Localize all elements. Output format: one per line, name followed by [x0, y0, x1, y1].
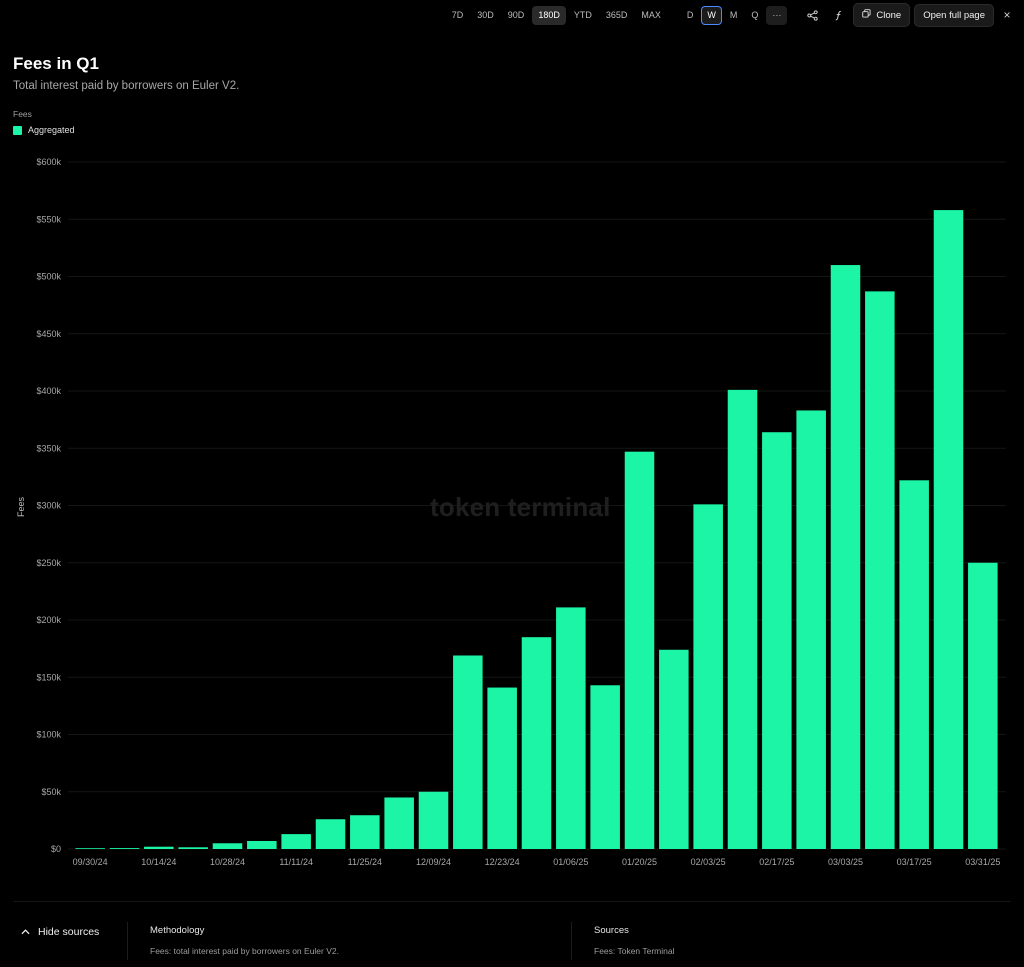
- x-tick-label: 11/25/24: [348, 857, 382, 867]
- interval-selector: D W M Q ···: [681, 5, 788, 25]
- range-max-button[interactable]: MAX: [641, 9, 661, 20]
- bar: [350, 815, 380, 849]
- bar: [968, 562, 998, 849]
- bar: [384, 797, 414, 849]
- range-180d-button[interactable]: 180D: [532, 5, 566, 25]
- clone-label: Clone: [876, 9, 902, 21]
- legend-swatch: [13, 125, 22, 135]
- bar: [556, 607, 586, 849]
- bar: [933, 210, 964, 850]
- bar: [727, 389, 758, 849]
- methodology-title: Methodology: [150, 925, 205, 936]
- legend-title: Fees: [13, 109, 32, 119]
- time-range-selector: 7D 30D 90D 180D YTD 365D MAX: [446, 5, 667, 25]
- bar: [521, 637, 552, 849]
- methodology-section: Methodology Fees: total interest paid by…: [150, 925, 339, 956]
- bar: [75, 848, 105, 849]
- x-tick-label: 12/09/24: [416, 857, 451, 867]
- x-tick-label: 03/31/25: [965, 857, 1000, 867]
- bar: [693, 504, 723, 849]
- hide-sources-label: Hide sources: [38, 926, 100, 938]
- y-tick-label: $50k: [41, 787, 61, 797]
- hide-sources-button[interactable]: Hide sources: [21, 926, 99, 938]
- bar: [487, 687, 517, 849]
- x-tick-label: 02/17/25: [759, 857, 794, 867]
- bar: [865, 291, 895, 849]
- interval-day-button[interactable]: D: [686, 9, 694, 20]
- interval-quarter-button[interactable]: Q: [751, 9, 759, 20]
- y-tick-label: $400k: [36, 386, 61, 396]
- methodology-text: Fees: total interest paid by borrowers o…: [150, 946, 339, 956]
- y-tick-label: $200k: [36, 615, 61, 625]
- y-tick-label: $0: [51, 844, 61, 854]
- bar: [590, 685, 620, 849]
- bar: [281, 834, 311, 849]
- interval-month-button[interactable]: M: [729, 9, 738, 20]
- x-tick-label: 12/23/24: [485, 857, 520, 867]
- interval-week-button[interactable]: W: [701, 5, 722, 25]
- range-7d-button[interactable]: 7D: [451, 9, 464, 20]
- bar: [796, 410, 826, 849]
- range-90d-button[interactable]: 90D: [507, 9, 525, 20]
- bar: [144, 846, 174, 849]
- y-tick-label: $250k: [36, 558, 61, 568]
- function-icon[interactable]: [827, 4, 849, 26]
- x-tick-label: 03/03/25: [828, 857, 863, 867]
- sources-section: Sources Fees: Token Terminal: [594, 925, 674, 956]
- x-tick-label: 10/28/24: [210, 857, 245, 867]
- bar: [762, 432, 792, 849]
- y-tick-label: $350k: [36, 443, 61, 453]
- share-icon[interactable]: [801, 4, 823, 26]
- bar: [453, 655, 483, 849]
- x-tick-label: 10/14/24: [141, 857, 176, 867]
- range-365d-button[interactable]: 365D: [605, 9, 628, 20]
- bar: [212, 843, 243, 849]
- copy-icon: [862, 9, 871, 21]
- range-30d-button[interactable]: 30D: [477, 9, 494, 20]
- chevron-up-icon: [21, 926, 30, 938]
- divider: [127, 922, 128, 960]
- fees-bar-chart: $0 $50k $100k $150k $200k $250k $300k $350k $400…: [16, 157, 1006, 867]
- open-full-page-button[interactable]: Open full page: [914, 3, 994, 27]
- y-tick-label: $300k: [36, 501, 61, 511]
- y-tick-label: $100k: [36, 730, 61, 740]
- clone-button[interactable]: Clone: [853, 3, 911, 27]
- range-ytd-button[interactable]: YTD: [573, 9, 592, 20]
- bar: [315, 819, 346, 849]
- y-axis-label: Fees: [16, 496, 26, 517]
- y-tick-label: $550k: [36, 214, 61, 224]
- y-tick-label: $500k: [36, 272, 61, 282]
- more-options-button[interactable]: ···: [766, 5, 788, 25]
- sources-footer: Hide sources Methodology Fees: total int…: [13, 901, 1011, 963]
- bar: [659, 649, 689, 849]
- x-tick-label: 09/30/24: [73, 857, 108, 867]
- bar: [109, 848, 140, 849]
- x-tick-label: 02/03/25: [691, 857, 726, 867]
- y-tick-label: $150k: [36, 672, 61, 682]
- chart-title: Fees in Q1: [13, 54, 99, 73]
- chart-toolbar: 7D 30D 90D 180D YTD 365D MAX D W M Q ···…: [446, 3, 1016, 27]
- chart-subtitle: Total interest paid by borrowers on Eule…: [13, 80, 240, 92]
- x-tick-label: 01/20/25: [622, 857, 657, 867]
- bar: [247, 840, 277, 849]
- sources-title: Sources: [594, 925, 629, 936]
- watermark: token terminal: [430, 492, 611, 522]
- y-tick-label: $600k: [36, 157, 61, 167]
- y-tick-label: $450k: [36, 329, 61, 339]
- sources-text: Fees: Token Terminal: [594, 946, 675, 956]
- x-tick-label: 11/11/24: [279, 857, 313, 867]
- bar: [624, 451, 655, 849]
- close-icon[interactable]: ×: [1003, 8, 1011, 22]
- bar: [418, 791, 449, 849]
- x-tick-label: 01/06/25: [553, 857, 588, 867]
- bar: [830, 265, 861, 849]
- bar: [178, 847, 208, 849]
- legend-item-aggregated[interactable]: Aggregated: [13, 125, 75, 135]
- legend-label: Aggregated: [28, 125, 75, 135]
- x-tick-label: 03/17/25: [897, 857, 932, 867]
- divider: [571, 922, 572, 960]
- bar: [899, 480, 929, 849]
